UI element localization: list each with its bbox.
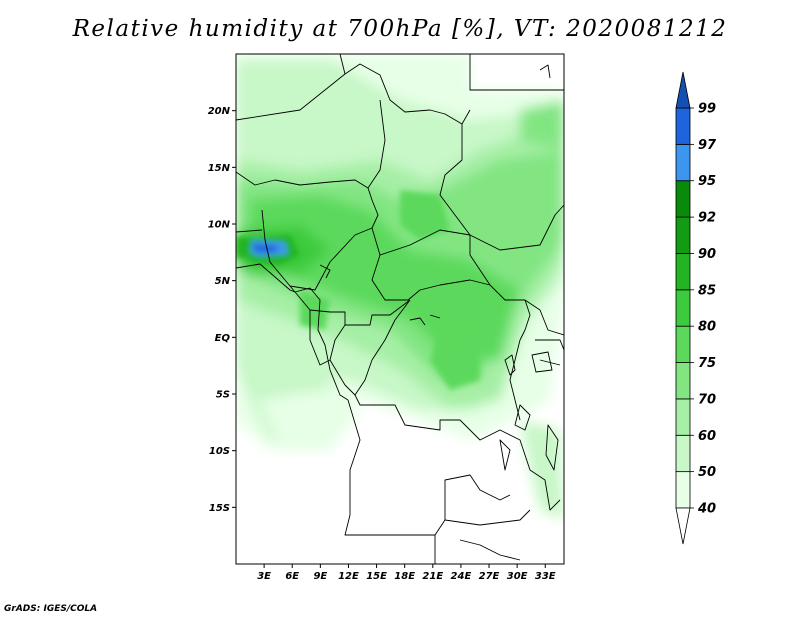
colorbar-label: 50 xyxy=(698,465,716,480)
lon-tick-label: 9E xyxy=(313,571,327,582)
colorbar-segment xyxy=(675,471,691,509)
humidity-shading xyxy=(236,54,564,564)
lon-tick-label: 3E xyxy=(257,571,271,582)
lat-tick-label: 5N xyxy=(215,276,231,287)
grads-credit: GrADS: IGES/COLA xyxy=(4,604,98,614)
colorbar-label: 90 xyxy=(698,247,716,262)
lon-tick-label: 24E xyxy=(451,571,472,582)
colorbar-segment xyxy=(675,180,691,218)
colorbar-segment xyxy=(675,253,691,291)
colorbar-segment xyxy=(675,362,691,400)
lon-tick-label: 18E xyxy=(394,571,415,582)
country-borders xyxy=(236,54,564,564)
colorbar-bottom-triangle xyxy=(675,507,691,545)
colorbar-label: 92 xyxy=(698,211,716,226)
colorbar-label: 97 xyxy=(698,138,717,153)
colorbar-segment xyxy=(675,216,691,254)
map-frame xyxy=(235,53,565,565)
lon-tick-label: 12E xyxy=(338,571,359,582)
colorbar-label: 70 xyxy=(698,392,716,407)
lat-tick-label: 10S xyxy=(209,446,230,457)
colorbar-label: 95 xyxy=(698,174,716,189)
lon-tick-label: 15E xyxy=(366,571,387,582)
colorbar-label: 99 xyxy=(698,102,716,117)
lat-tick-label: 5S xyxy=(216,390,230,401)
colorbar-label: 75 xyxy=(698,356,716,371)
colorbar-segment xyxy=(675,107,691,145)
colorbar-segment xyxy=(675,398,691,436)
colorbar-label: 85 xyxy=(698,283,716,298)
colorbar-label: 60 xyxy=(698,429,716,444)
lon-tick-label: 6E xyxy=(285,571,299,582)
lat-tick-label: EQ xyxy=(215,333,231,344)
lon-tick-label: 27E xyxy=(479,571,500,582)
latitude-axis: 20N 15N 10N 5N EQ 5S 10S 15S xyxy=(208,106,236,514)
lon-tick-label: 21E xyxy=(422,571,443,582)
lat-tick-label: 15N xyxy=(208,163,231,174)
colorbar-label: 80 xyxy=(698,320,716,335)
colorbar-label: 40 xyxy=(697,502,716,517)
colorbar: 40 50 60 70 75 80 85 90 92 95 97 99 xyxy=(675,71,717,545)
lat-tick-label: 10N xyxy=(208,220,231,231)
map-title: Relative humidity at 700hPa [%], VT: 202… xyxy=(72,16,728,42)
colorbar-segment xyxy=(675,434,691,473)
colorbar-segment xyxy=(675,325,691,363)
longitude-axis: 3E 6E 9E 12E 15E 18E 21E 24E 27E 30E 33E xyxy=(257,564,556,582)
lat-tick-label: 20N xyxy=(208,106,231,117)
lon-tick-label: 33E xyxy=(535,571,556,582)
colorbar-segment xyxy=(675,289,691,327)
colorbar-top-triangle xyxy=(675,71,691,109)
colorbar-segment xyxy=(675,143,691,182)
lat-tick-label: 15S xyxy=(209,503,230,514)
lon-tick-label: 30E xyxy=(507,571,528,582)
